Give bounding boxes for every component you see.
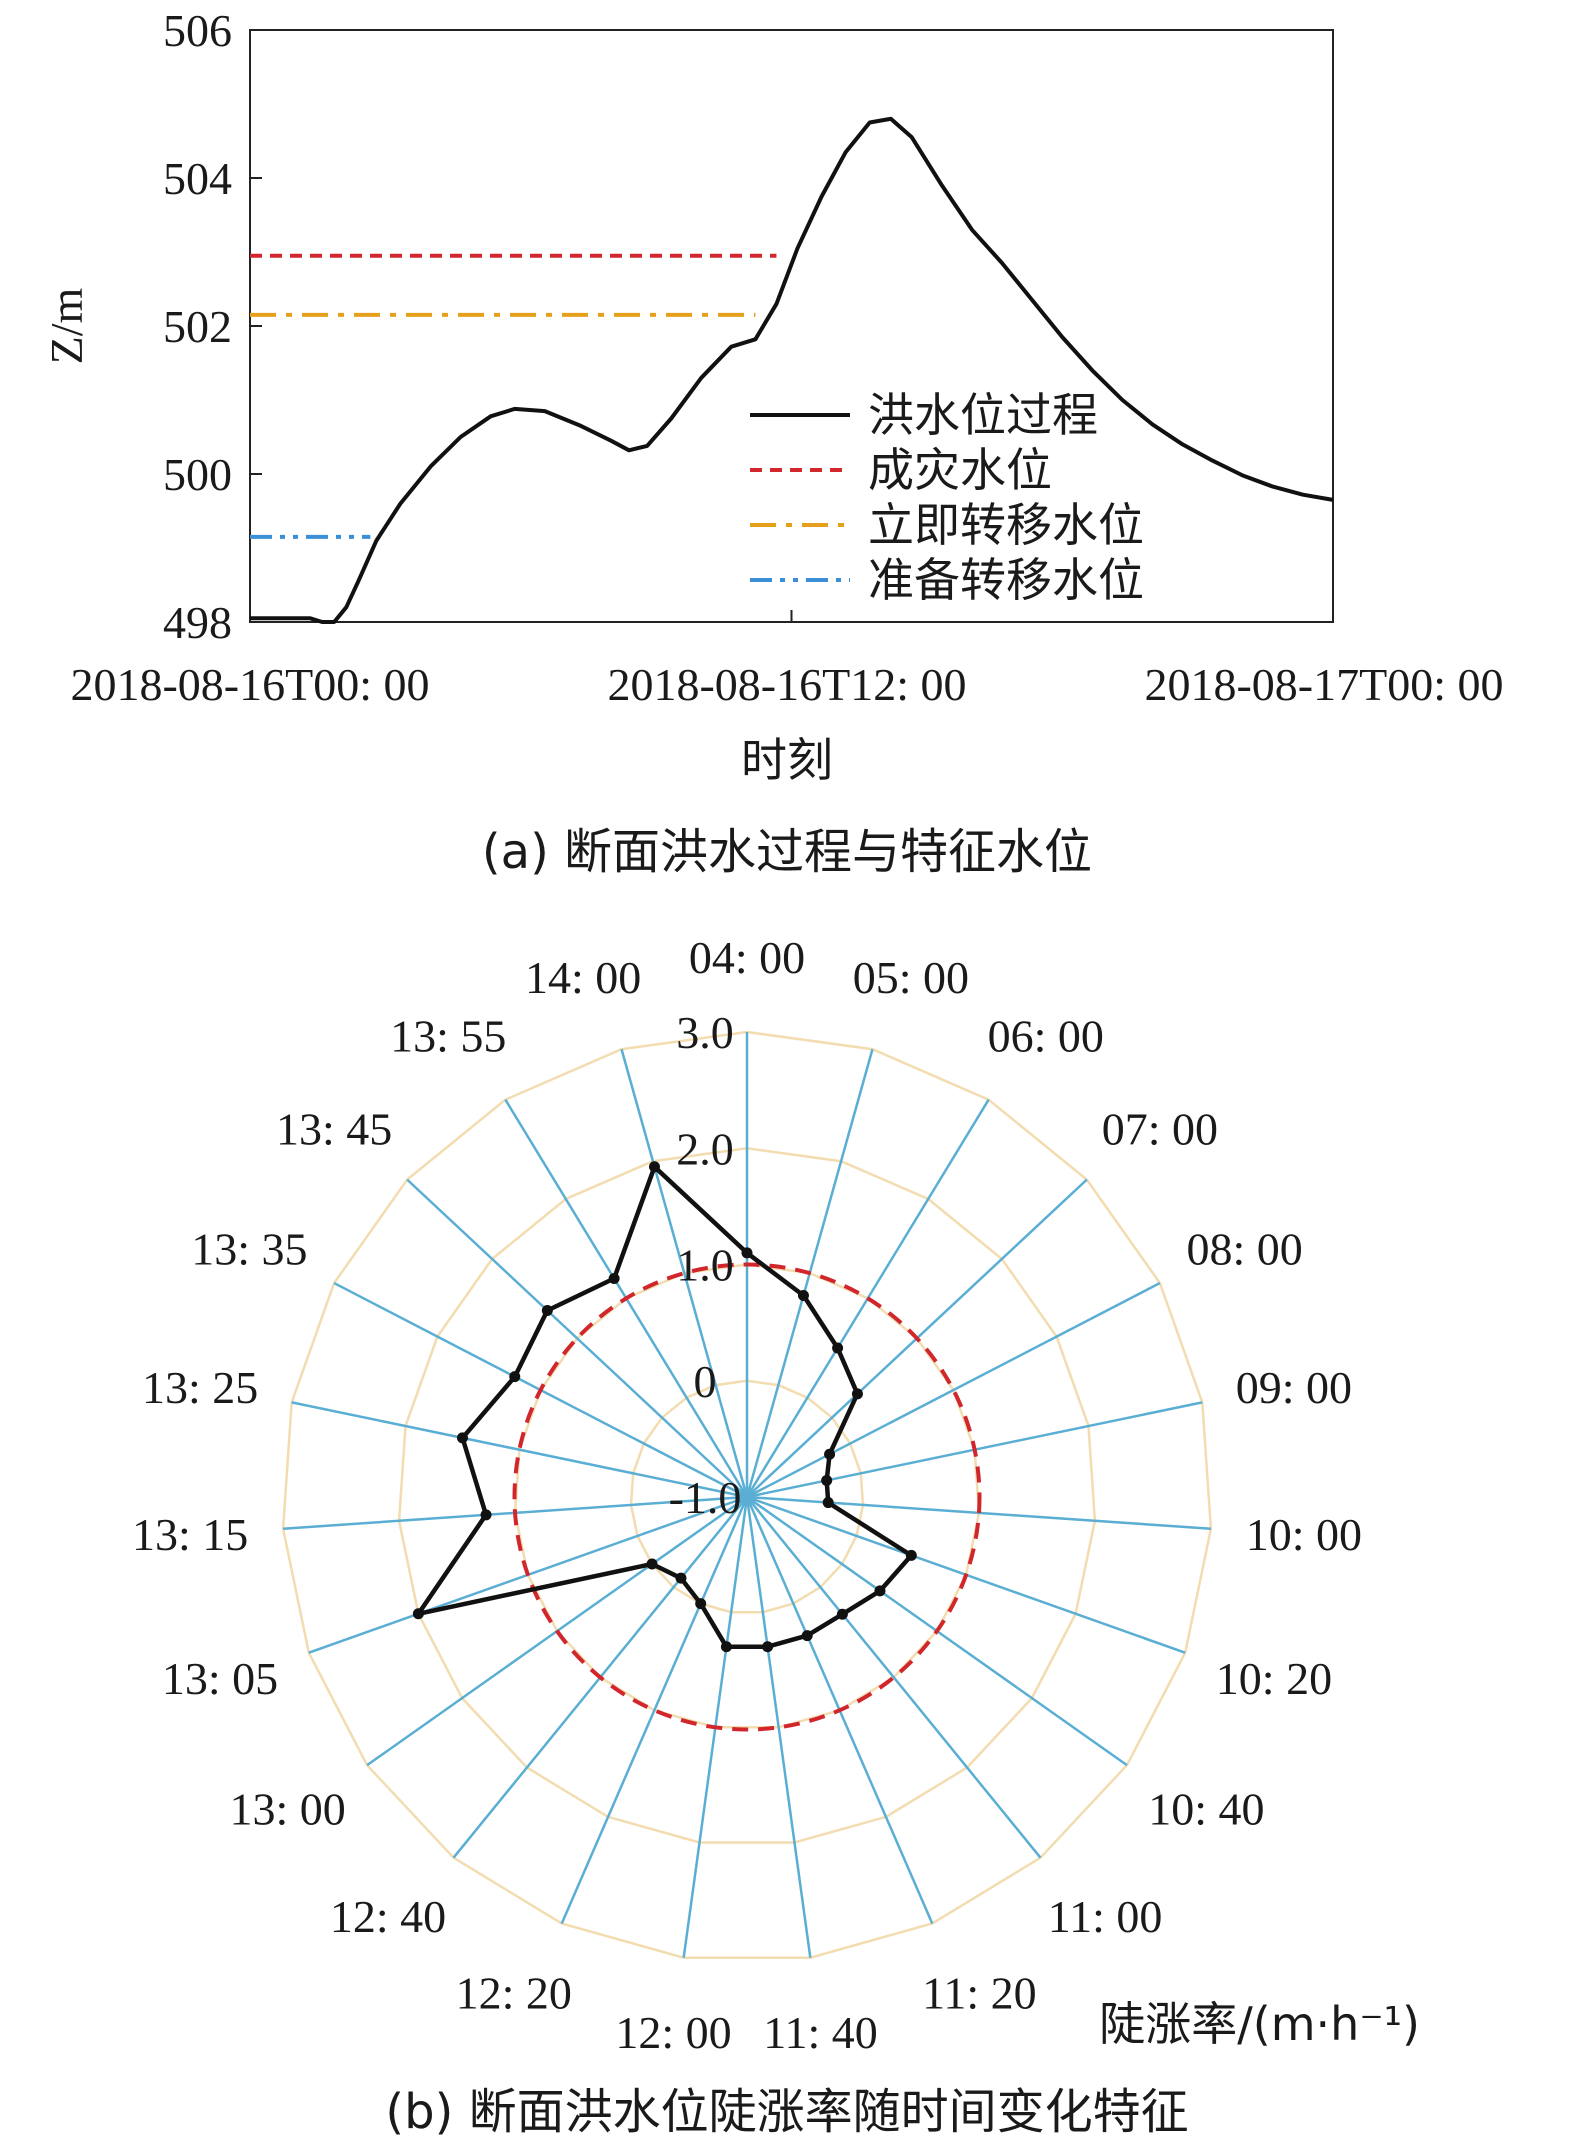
radar-data-point [762, 1641, 774, 1653]
radar-data-point [821, 1474, 833, 1486]
radar-category-label: 09: 00 [1236, 1362, 1352, 1413]
radar-data-point [648, 1161, 660, 1173]
chart-b-caption: (b) 断面洪水位陡涨率随时间变化特征 [385, 2084, 1188, 2140]
radar-category-label: 12: 40 [330, 1891, 446, 1942]
radar-spoke [746, 1281, 1161, 1499]
radar-category-label: 13: 55 [390, 1011, 506, 1062]
x-tick-label: 2018-08-16T00: 00 [70, 659, 429, 710]
y-tick-label: 506 [163, 5, 232, 56]
radar-data-point [741, 1247, 753, 1259]
radar-spoke [745, 1496, 812, 1958]
radar-data-point [675, 1572, 687, 1584]
radar-data-point [480, 1509, 492, 1521]
radar-data-point [851, 1388, 863, 1400]
chart-a-caption: (a) 断面洪水过程与特征水位 [482, 824, 1092, 880]
radar-data-point [646, 1558, 658, 1570]
radar-category-label: 10: 20 [1216, 1653, 1332, 1704]
radar-category-label: 10: 00 [1246, 1509, 1362, 1560]
radar-r-tick-label: 0 [694, 1356, 717, 1407]
radar-unit-label: 陡涨率/(m·h⁻¹) [1099, 1997, 1420, 2051]
radar-data-point [456, 1432, 468, 1444]
radar-category-label: 13: 00 [230, 1783, 346, 1834]
radar-data-point [608, 1272, 620, 1284]
radar-category-label: 08: 00 [1187, 1224, 1303, 1275]
radar-reference-circle [512, 1262, 982, 1732]
radar-category-label: 11: 40 [763, 2007, 878, 2058]
radar-data-point [541, 1305, 553, 1317]
radar-data-point [824, 1448, 836, 1460]
radar-grid-ring [629, 1379, 865, 1614]
series-line-flood-stage [250, 116, 1334, 624]
legend-label: 洪水位过程 [868, 388, 1098, 442]
x-axis-label: 时刻 [741, 733, 833, 787]
radar-data-point [797, 1290, 809, 1302]
radar-r-tick-label: -1.0 [669, 1472, 742, 1523]
radar-data-point [695, 1598, 707, 1610]
y-tick-label: 502 [163, 301, 232, 352]
radar-spoke [746, 1496, 1042, 1859]
radar-r-tick-label: 3.0 [676, 1007, 734, 1058]
radar-data-point [874, 1585, 886, 1597]
radar-category-label: 13: 15 [132, 1509, 248, 1560]
radar-category-label: 07: 00 [1102, 1103, 1218, 1154]
radar-r-tick-label: 2.0 [676, 1123, 734, 1174]
radar-spoke [406, 1178, 748, 1498]
radar-grid-ring [281, 1030, 1213, 1959]
radar-category-label: 12: 00 [615, 2007, 731, 2058]
radar-r-tick-label: 1.0 [676, 1240, 734, 1291]
y-tick-label: 498 [163, 597, 232, 648]
radar-spoke [620, 1048, 749, 1498]
radar-series-line [416, 1164, 914, 1649]
y-tick-label: 504 [163, 153, 232, 204]
radar-data-point [905, 1549, 917, 1561]
radar-category-label: 04: 00 [689, 932, 805, 983]
radar-data-point [822, 1497, 834, 1509]
radar-category-label: 11: 00 [1048, 1891, 1163, 1942]
x-tick-label: 2018-08-16T12: 00 [607, 659, 966, 710]
radar-category-label: 14: 00 [525, 952, 641, 1003]
legend-label: 成灾水位 [868, 443, 1052, 497]
y-axis-label: Z/m [41, 287, 92, 364]
radar-spoke [291, 1401, 748, 1499]
radar-category-label: 13: 35 [191, 1224, 307, 1275]
radar-category-label: 13: 05 [162, 1653, 278, 1704]
x-tick-label: 2018-08-17T00: 00 [1144, 659, 1503, 710]
radar-category-label: 05: 00 [853, 952, 969, 1003]
radar-category-label: 13: 45 [276, 1103, 392, 1154]
radar-data-point [509, 1371, 521, 1383]
radar-category-label: 13: 25 [142, 1362, 258, 1413]
radar-grid-ring [397, 1147, 1097, 1844]
radar-category-label: 11: 20 [922, 1967, 1037, 2018]
legend-label: 立即转移水位 [868, 498, 1144, 552]
radar-category-label: 06: 00 [988, 1011, 1104, 1062]
y-tick-label: 500 [163, 449, 232, 500]
legend-label: 准备转移水位 [868, 553, 1144, 607]
radar-data-point [720, 1641, 732, 1653]
radar-data-point [801, 1630, 813, 1642]
radar-data-point [836, 1608, 848, 1620]
radar-spoke [560, 1496, 749, 1925]
radar-category-label: 10: 40 [1148, 1783, 1264, 1834]
radar-data-point [412, 1608, 424, 1620]
radar-category-label: 12: 20 [456, 1967, 572, 2018]
flood-stage-chart: 498 500 502 504 506 2018-08-16T00: 00 2018-08-… [41, 5, 1504, 880]
radar-data-point [832, 1342, 844, 1354]
